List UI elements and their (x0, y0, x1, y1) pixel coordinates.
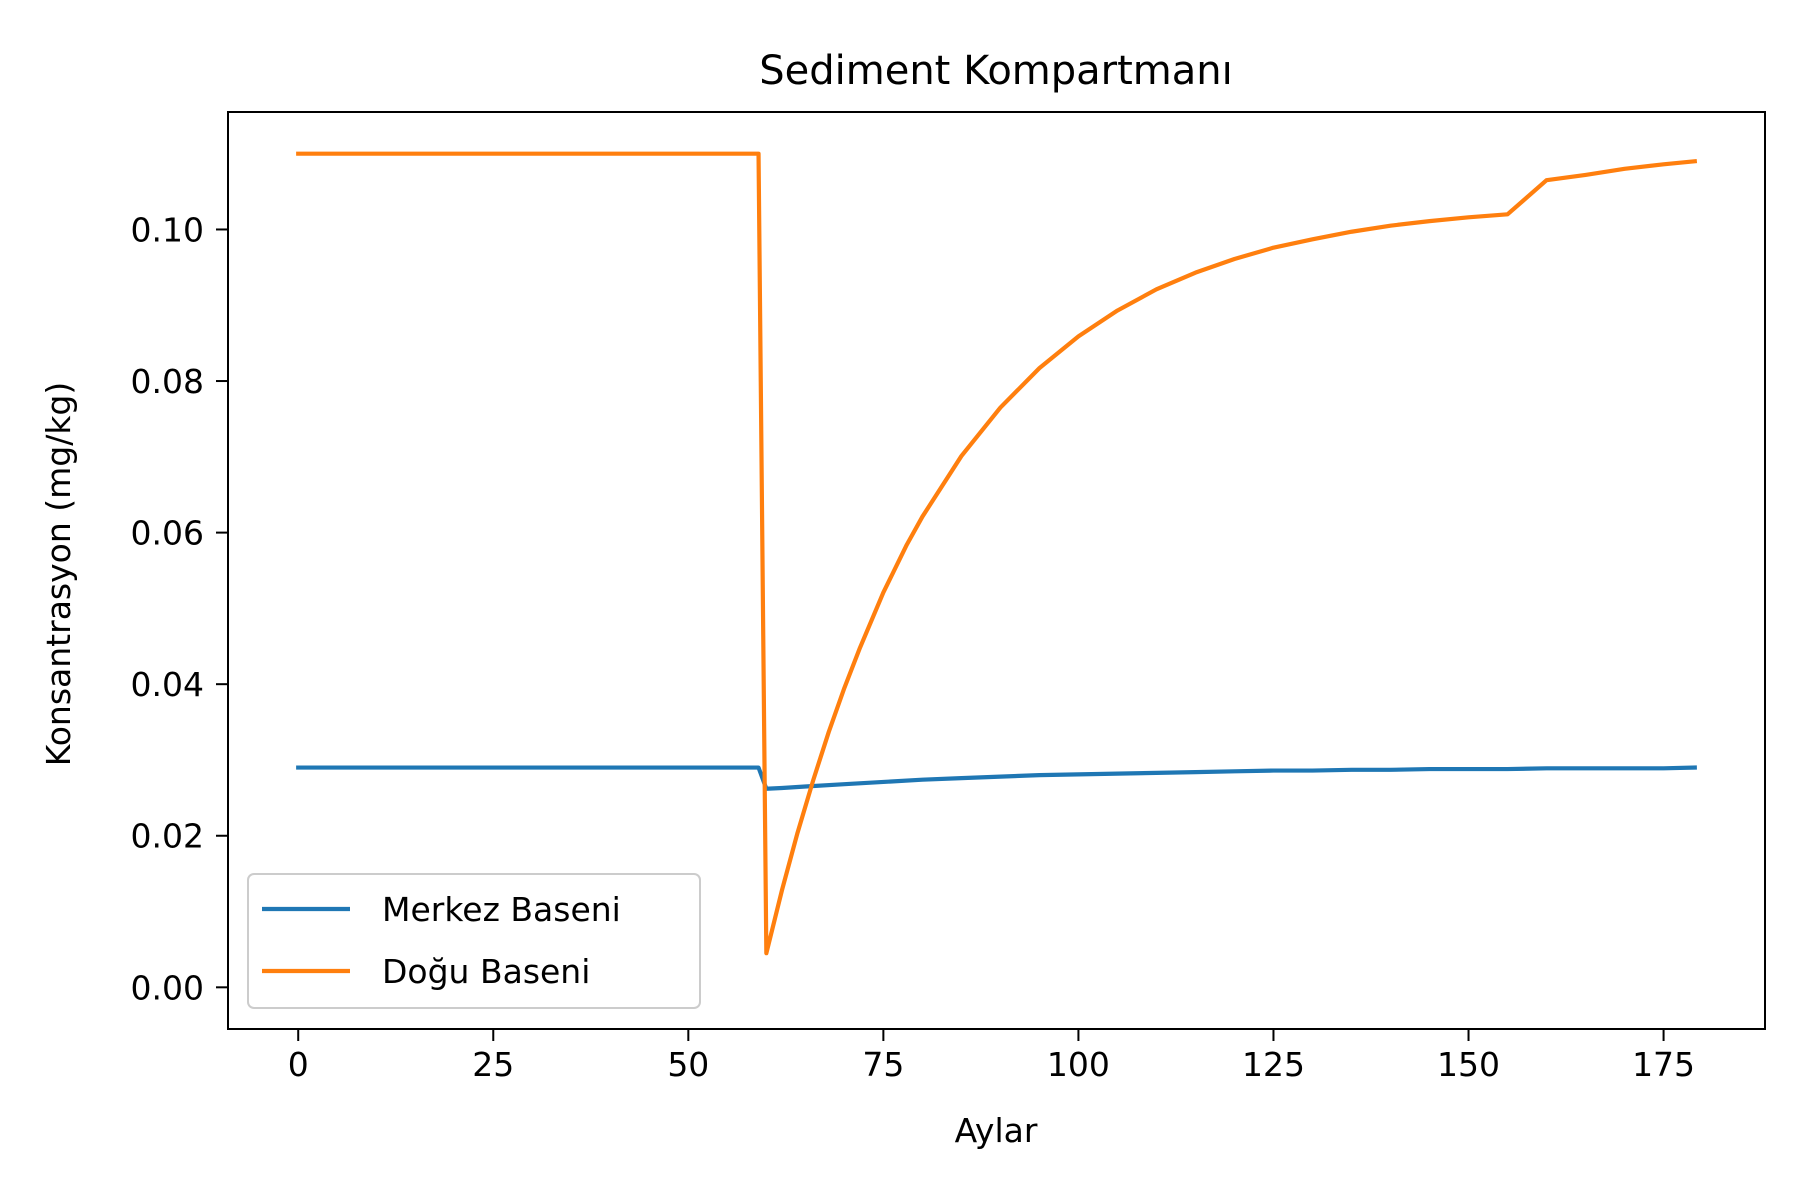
legend-label-1: Merkez Baseni (382, 890, 621, 929)
x-axis: 0 25 50 75 100 125 150 175 (288, 1029, 1695, 1084)
series-line-1 (296, 765, 1697, 791)
x-axis-title: Aylar (955, 1111, 1038, 1150)
legend-box (247, 873, 701, 1009)
x-tick-label: 25 (472, 1045, 514, 1084)
y-tick-label: 0.00 (131, 968, 204, 1007)
legend-label-2: Doğu Baseni (382, 952, 590, 991)
y-tick-label: 0.06 (131, 514, 204, 553)
x-tick-label: 100 (1047, 1045, 1110, 1084)
x-tick-label: 0 (288, 1045, 309, 1084)
y-axis: 0.00 0.02 0.04 0.06 0.08 0.10 (131, 210, 228, 1007)
y-tick-label: 0.08 (131, 362, 204, 401)
y-axis-title: Konsantrasyon (mg/kg) (39, 382, 78, 767)
y-tick-label: 0.04 (131, 665, 204, 704)
x-tick-label: 50 (667, 1045, 709, 1084)
x-tick-label: 175 (1632, 1045, 1695, 1084)
x-tick-label: 75 (862, 1045, 904, 1084)
x-tick-label: 125 (1242, 1045, 1305, 1084)
y-tick-label: 0.02 (131, 817, 204, 856)
plot-area (227, 111, 1766, 1030)
x-tick-label: 150 (1437, 1045, 1500, 1084)
series-line-2 (296, 151, 1698, 956)
plot-frame (227, 111, 1766, 1030)
chart-title: Sediment Kompartmanı (759, 48, 1232, 94)
y-tick-label: 0.10 (131, 210, 204, 249)
legend: Merkez Baseni Doğu Baseni (247, 873, 701, 1009)
